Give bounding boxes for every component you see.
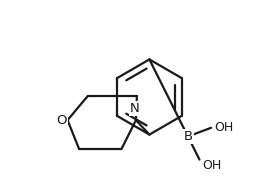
Text: O: O <box>57 114 67 127</box>
Text: N: N <box>130 102 139 115</box>
Text: OH: OH <box>214 121 233 134</box>
Text: OH: OH <box>202 159 222 172</box>
Text: B: B <box>183 130 192 143</box>
